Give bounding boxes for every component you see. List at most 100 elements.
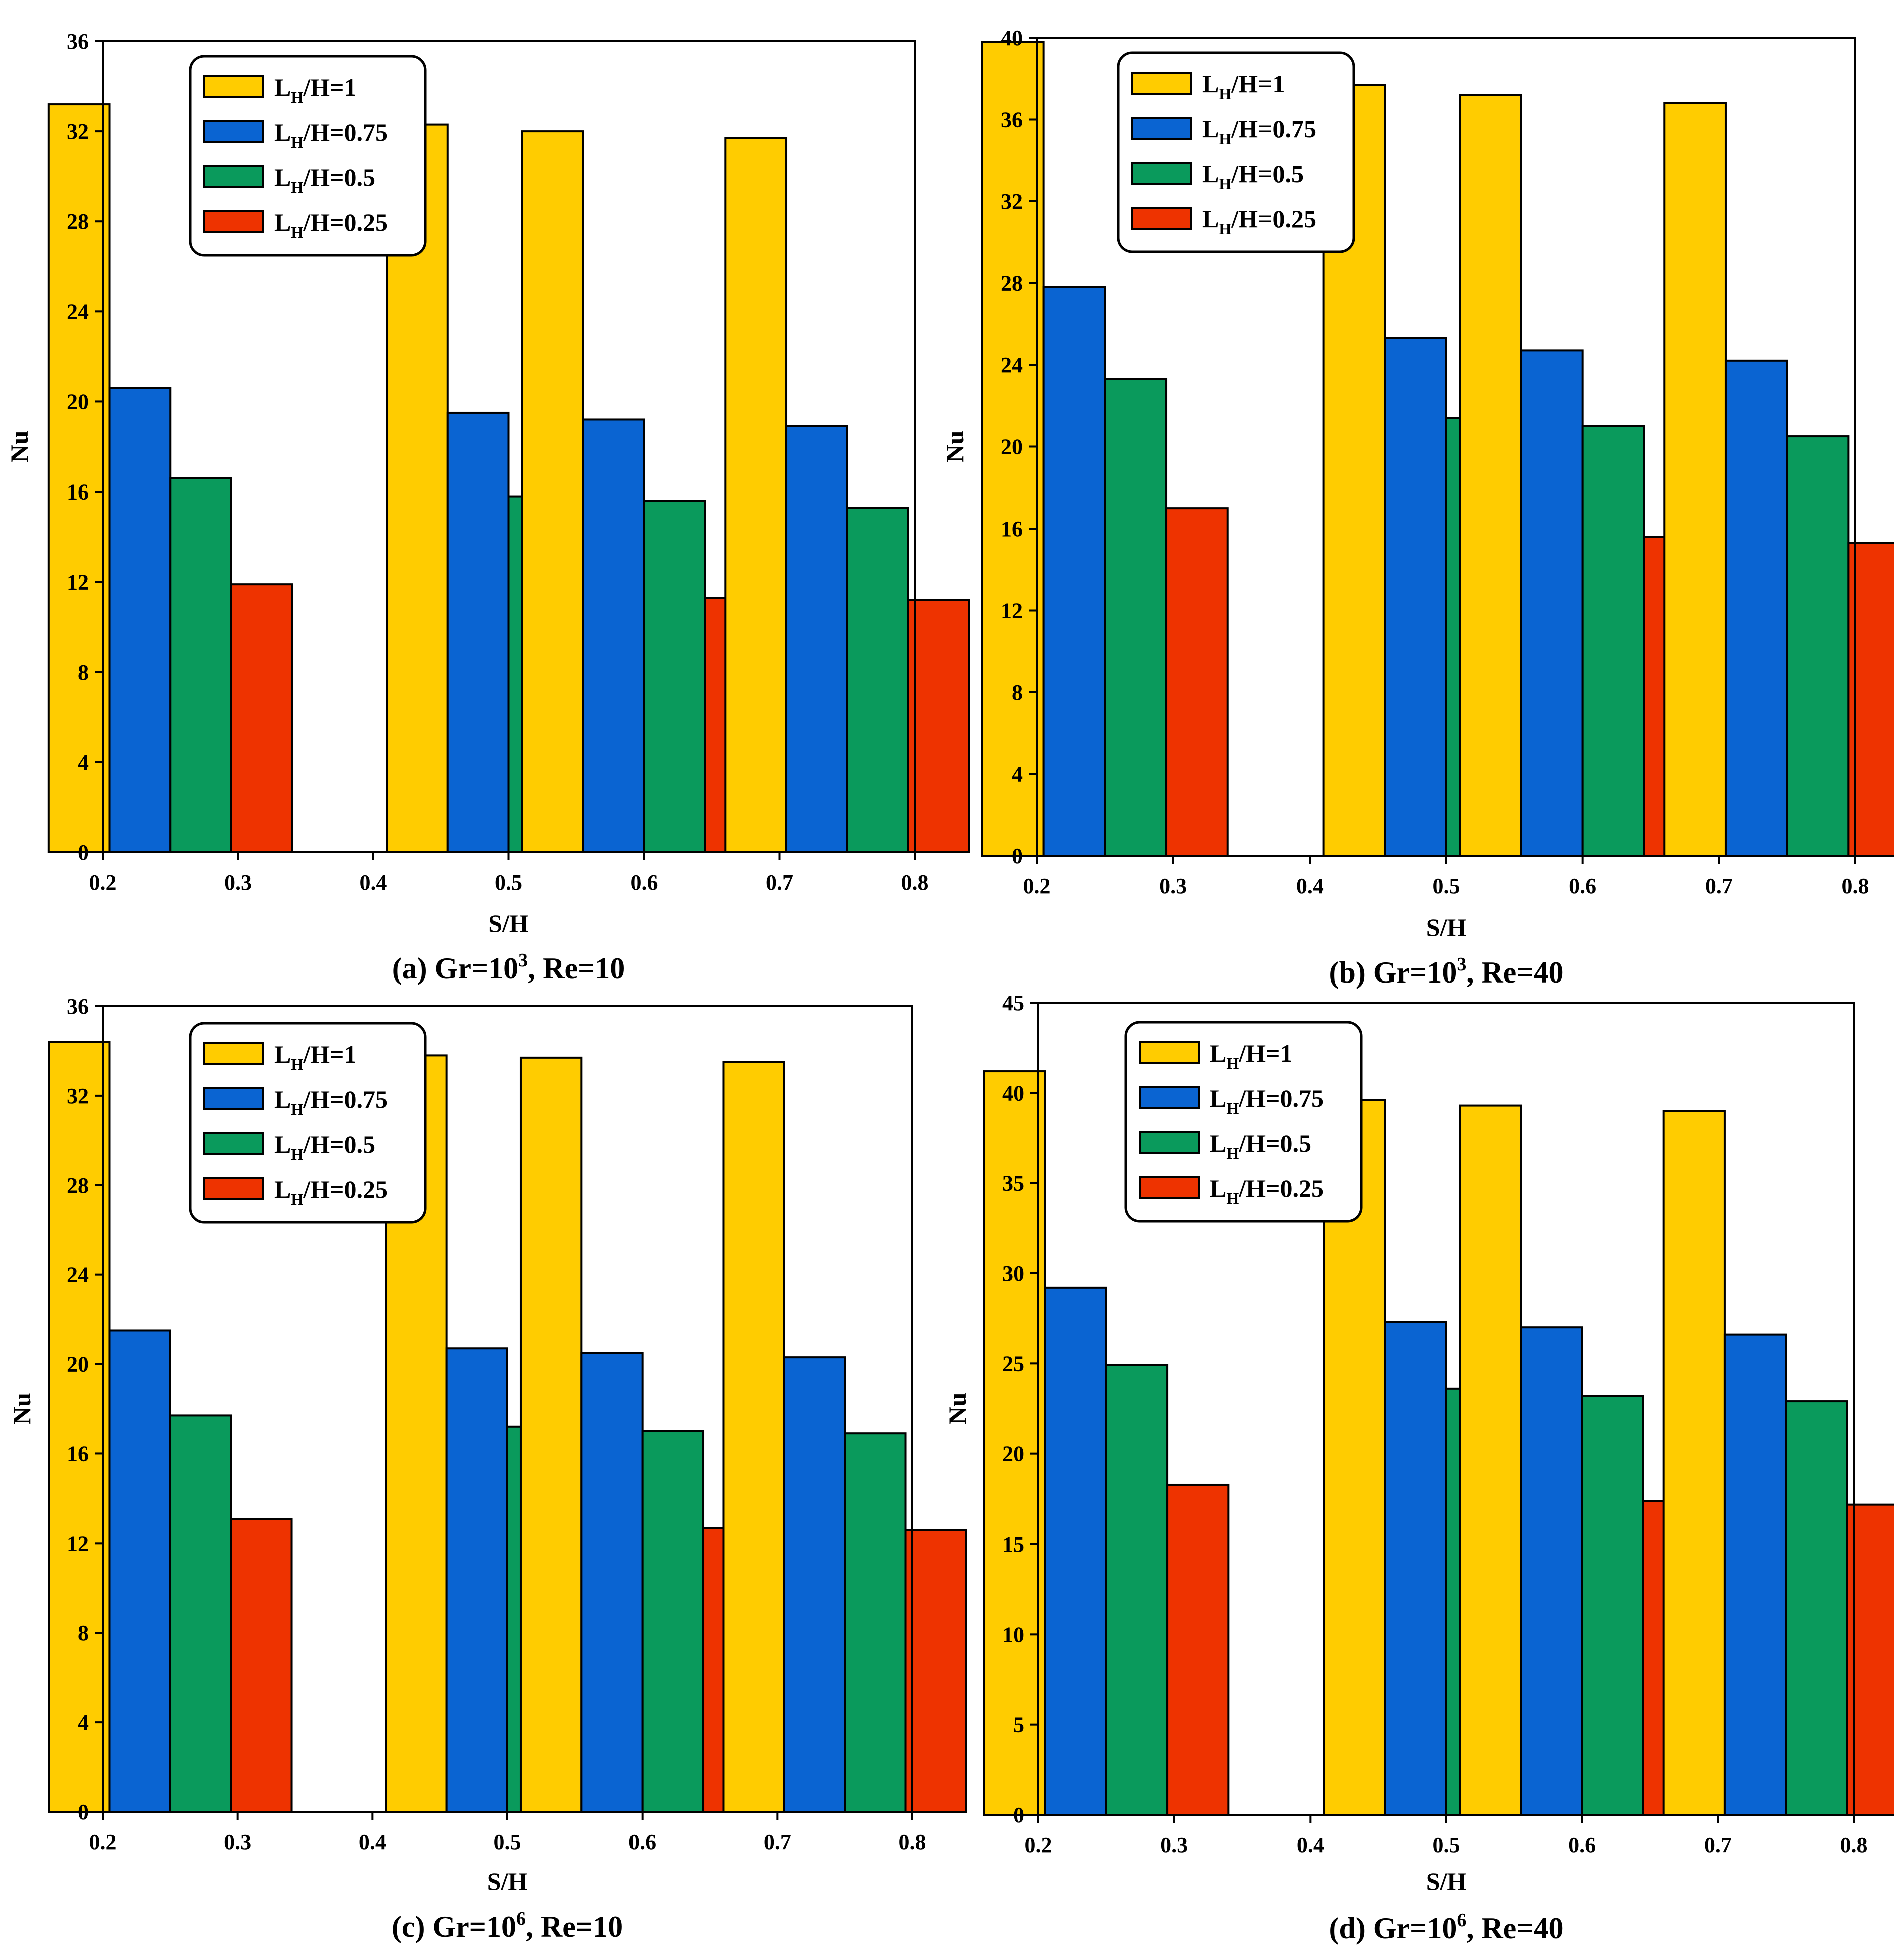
x-tick-label: 0.8	[901, 870, 929, 895]
x-tick-label: 0.5	[495, 870, 522, 895]
panel-caption: (b) Gr=103, Re=40	[1329, 954, 1564, 989]
y-tick-label: 36	[67, 29, 89, 54]
bar-series1-cat1	[981, 41, 1045, 857]
legend-swatch-4	[1131, 207, 1192, 230]
bar-series2-cat3	[1520, 349, 1584, 857]
bar-series2-cat1	[108, 1329, 171, 1813]
bar-series2-cat1	[1042, 286, 1106, 857]
y-tick-label: 30	[1002, 1261, 1024, 1286]
bar-series1-cat1	[47, 103, 111, 854]
legend-label-4: LH/H=0.25	[1210, 1174, 1324, 1207]
chart-panel-b: 0 4 8 12 16 20 24 28 32 36 40 0.2 0.3 0.4 0.5 0.6 0.7 0.8…	[941, 26, 1894, 989]
x-axis-label: S/H	[487, 1867, 528, 1895]
bar-series1-cat1	[48, 1041, 111, 1813]
y-tick-label: 4	[78, 750, 89, 775]
x-tick-label: 0.5	[1433, 1833, 1460, 1857]
y-tick-label: 8	[1012, 680, 1023, 705]
x-tick-label: 0.7	[1704, 1833, 1732, 1857]
y-axis-label: Nu	[943, 1393, 971, 1425]
y-axis-label: Nu	[941, 431, 969, 463]
x-tick-label: 0.8	[1842, 874, 1869, 898]
bar-series1-cat3	[521, 130, 584, 854]
legend: LH/H=1 LH/H=0.75 LH/H=0.5 LH/H=0.25	[189, 1022, 427, 1224]
y-tick-label: 24	[67, 1263, 89, 1287]
bar-series1-cat4	[1662, 1110, 1726, 1816]
y-tick-label: 28	[1001, 271, 1023, 296]
y-tick-label: 0	[1013, 1803, 1024, 1827]
bar-series2-cat1	[108, 387, 172, 853]
y-tick-label: 36	[1001, 108, 1023, 132]
legend-swatch-2	[203, 1087, 264, 1110]
legend-box	[1117, 51, 1355, 253]
legend-swatch-3	[1139, 1131, 1200, 1154]
legend-swatch-1	[203, 75, 264, 98]
legend-swatch-3	[1131, 162, 1192, 185]
chart-panel-a: 0 4 8 12 16 20 24 28 32 36 0.2 0.3 0.4 0.5 0.6 0.7 0.8 S/…	[5, 29, 970, 985]
y-tick-label: 28	[67, 1173, 89, 1198]
x-tick-label: 0.7	[764, 1830, 791, 1854]
y-axis-label: Nu	[5, 431, 33, 463]
legend-swatch-4	[1139, 1176, 1200, 1199]
y-tick-label: 15	[1002, 1532, 1024, 1557]
y-tick-label: 0	[1012, 844, 1023, 868]
y-tick-label: 20	[67, 389, 89, 414]
y-tick-label: 20	[67, 1352, 89, 1377]
x-tick-label: 0.2	[89, 1830, 117, 1854]
x-axis-label: S/H	[488, 909, 529, 937]
x-tick-label: 0.8	[899, 1830, 926, 1854]
y-tick-label: 32	[1001, 189, 1023, 214]
y-tick-label: 8	[78, 660, 89, 685]
y-tick-label: 25	[1002, 1351, 1024, 1376]
legend-label-2: LH/H=0.75	[274, 1085, 388, 1118]
y-tick-label: 40	[1002, 1081, 1024, 1105]
y-tick-label: 10	[1002, 1622, 1024, 1647]
legend-label-1: LH/H=1	[1210, 1039, 1293, 1072]
y-tick-label: 20	[1001, 435, 1023, 459]
bar-series2-cat3	[582, 418, 646, 853]
bar-series3-cat4	[1786, 435, 1850, 857]
x-axis-label: S/H	[1426, 1867, 1467, 1895]
bar-series4-cat1	[230, 583, 293, 853]
bar-series2-cat2	[1384, 1321, 1447, 1816]
bar-series2-cat4	[1724, 359, 1788, 857]
y-tick-label: 28	[67, 209, 89, 234]
y-tick-label: 32	[67, 1084, 89, 1108]
y-tick-label: 8	[78, 1621, 89, 1645]
x-tick-label: 0.2	[1023, 874, 1051, 898]
bar-series2-cat1	[1044, 1286, 1107, 1816]
legend-label-2: LH/H=0.75	[1210, 1084, 1324, 1117]
legend-label-1: LH/H=1	[274, 73, 357, 106]
bar-series2-cat4	[783, 1356, 846, 1813]
x-tick-label: 0.6	[630, 870, 658, 895]
bar-series1-cat4	[722, 1061, 785, 1813]
y-tick-label: 0	[78, 1800, 89, 1824]
bar-series2-cat2	[445, 1347, 509, 1813]
bar-series4-cat1	[1166, 1483, 1230, 1816]
bar-series3-cat3	[1581, 1395, 1644, 1816]
legend-box	[189, 55, 427, 257]
legend-label-3: LH/H=0.5	[1202, 160, 1304, 193]
legend-label-1: LH/H=1	[1202, 70, 1285, 103]
x-axis-label: S/H	[1426, 913, 1467, 941]
legend-swatch-4	[203, 1177, 264, 1200]
y-tick-label: 40	[1001, 26, 1023, 50]
x-tick-label: 0.2	[89, 870, 117, 895]
x-tick-label: 0.6	[1568, 1833, 1596, 1857]
x-tick-label: 0.2	[1025, 1833, 1052, 1857]
legend-label-4: LH/H=0.25	[274, 208, 388, 241]
y-tick-label: 16	[1001, 517, 1023, 541]
x-tick-label: 0.4	[1297, 1833, 1324, 1857]
bar-series1-cat3	[1459, 1104, 1522, 1816]
x-tick-label: 0.3	[1159, 874, 1187, 898]
legend-label-4: LH/H=0.25	[1202, 205, 1316, 238]
y-tick-label: 35	[1002, 1171, 1024, 1196]
y-tick-label: 16	[67, 480, 89, 505]
legend-swatch-3	[203, 165, 264, 188]
legend: LH/H=1 LH/H=0.75 LH/H=0.5 LH/H=0.25	[1124, 1021, 1363, 1223]
legend-swatch-2	[1131, 117, 1192, 140]
y-tick-label: 16	[67, 1441, 89, 1466]
legend-label-2: LH/H=0.75	[1202, 115, 1316, 148]
legend-swatch-3	[203, 1132, 264, 1155]
x-tick-label: 0.5	[1433, 874, 1460, 898]
